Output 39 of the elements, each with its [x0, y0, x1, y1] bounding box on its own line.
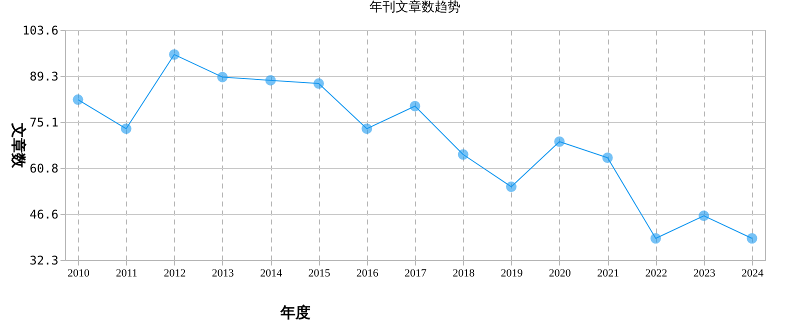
x-tick-label: 2024: [742, 268, 764, 280]
x-tick-label: 2022: [645, 268, 668, 280]
y-tick-label: 75.1: [30, 115, 58, 130]
x-tick-label: 2014: [260, 268, 283, 280]
y-axis-title: 文章数: [10, 122, 28, 169]
x-tick-label: 2016: [356, 268, 379, 280]
x-tick-label: 2011: [116, 268, 138, 280]
y-tick-label: 46.6: [30, 207, 58, 222]
point: [650, 233, 661, 244]
x-tick-label: 2013: [212, 268, 234, 280]
x-tick-label: 2017: [404, 268, 427, 280]
point: [554, 136, 565, 147]
x-tick-label: 2021: [597, 268, 620, 280]
y-tick-label: 103.6: [22, 24, 58, 38]
x-tick-label: 2018: [452, 268, 476, 280]
point: [458, 149, 468, 160]
point: [602, 152, 613, 163]
x-tick-label: 2020: [548, 268, 572, 280]
y-tick-label: 32.3: [30, 254, 58, 268]
point: [313, 78, 324, 89]
point: [362, 123, 372, 134]
point: [746, 233, 758, 244]
chart-title: 年刊文章数趋势: [370, 0, 460, 14]
point: [217, 72, 228, 82]
y-tick-label: 89.3: [30, 70, 58, 84]
point: [169, 49, 180, 60]
point: [698, 210, 710, 222]
y-tick-label: 60.8: [30, 162, 58, 176]
point: [506, 182, 517, 192]
point: [72, 94, 84, 105]
point: [265, 75, 276, 86]
x-axis-title: 年度: [280, 304, 310, 322]
x-tick-label: 2019: [500, 268, 524, 280]
point: [120, 123, 132, 134]
point: [410, 100, 420, 112]
x-tick-label: 2012: [164, 268, 186, 280]
x-tick-label: 2015: [308, 268, 331, 280]
x-tick-label: 2023: [693, 268, 716, 280]
x-tick-label: 2010: [68, 268, 90, 280]
